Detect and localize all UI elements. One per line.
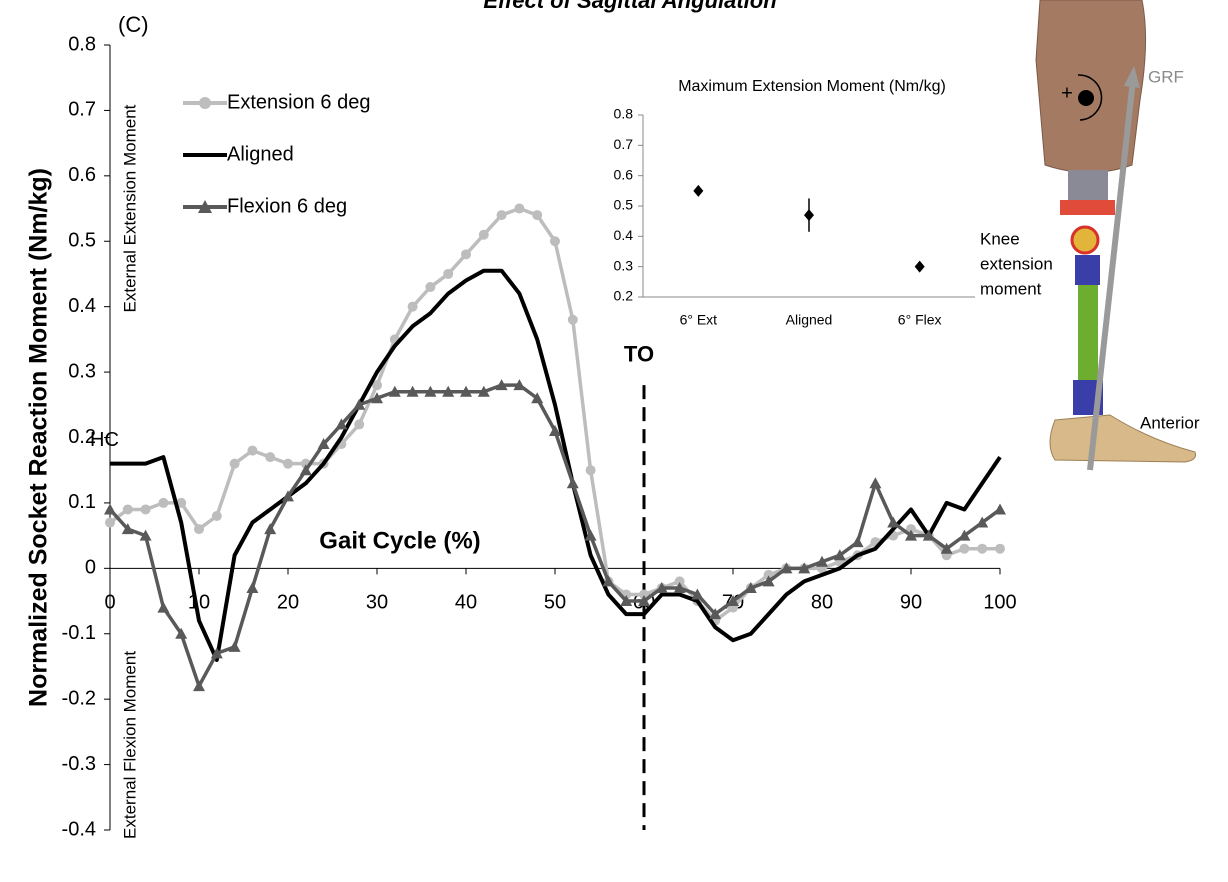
- y-tick-label: -0.4: [62, 818, 96, 840]
- inset-y-tick-label: 0.4: [614, 227, 634, 243]
- point: [246, 582, 258, 593]
- point: [567, 477, 579, 488]
- inset-x-tick-label: 6° Ext: [680, 312, 718, 328]
- y-note: External Flexion Moment: [120, 651, 139, 839]
- sign-label: +: [1061, 82, 1073, 104]
- point: [141, 504, 151, 514]
- point: [869, 477, 881, 488]
- clamp: [1060, 200, 1115, 215]
- point: [568, 315, 578, 325]
- inset-y-tick-label: 0.3: [614, 257, 634, 273]
- y-tick-label: 0.1: [68, 491, 96, 513]
- point: [959, 544, 969, 554]
- x-tick-label: 0: [104, 592, 115, 614]
- point: [443, 269, 453, 279]
- point: [105, 518, 115, 528]
- y-tick-label: 0.7: [68, 99, 96, 121]
- y-tick-label: 0.5: [68, 230, 96, 252]
- y-tick-label: 0: [85, 557, 96, 579]
- point: [461, 249, 471, 259]
- y-tick-label: -0.1: [62, 622, 96, 644]
- point: [977, 544, 987, 554]
- moment-label: moment: [980, 279, 1042, 298]
- moment-label: Knee: [980, 229, 1020, 248]
- y-note: External Extension Moment: [120, 104, 139, 312]
- y-tick-label: -0.2: [62, 687, 96, 709]
- point: [693, 185, 703, 197]
- inset-y-tick-label: 0.5: [614, 197, 634, 213]
- adapter: [1068, 170, 1108, 200]
- point: [104, 503, 116, 514]
- point: [212, 511, 222, 521]
- point: [229, 641, 241, 652]
- point: [852, 536, 864, 547]
- x-axis-label: Gait Cycle (%): [319, 527, 480, 554]
- inset-x-tick-label: Aligned: [786, 312, 833, 328]
- point: [354, 419, 364, 429]
- inset-title: Maximum Extension Moment (Nm/kg): [678, 78, 946, 95]
- panel-label: (C): [118, 12, 149, 37]
- point: [265, 452, 275, 462]
- point: [514, 204, 524, 214]
- x-tick-label: 40: [455, 592, 477, 614]
- inset-y-tick-label: 0.7: [614, 136, 634, 152]
- point: [804, 209, 814, 221]
- knee-center: [1078, 90, 1094, 106]
- legend-label: Aligned: [227, 143, 294, 165]
- point: [123, 504, 133, 514]
- point: [479, 230, 489, 240]
- point: [158, 498, 168, 508]
- chart-title: Effect of Sagittal Angulation: [483, 0, 776, 13]
- y-tick-label: 0.4: [68, 295, 96, 317]
- point: [194, 524, 204, 534]
- inset-x-tick-label: 6° Flex: [898, 312, 942, 328]
- point-label: HC: [90, 429, 119, 451]
- legend-marker: [199, 97, 211, 109]
- point: [994, 503, 1006, 514]
- x-tick-label: 90: [900, 592, 922, 614]
- chart: GRF + Knee extension moment Anterior Eff…: [0, 0, 1228, 882]
- x-tick-label: 50: [544, 592, 566, 614]
- point: [586, 465, 596, 475]
- moment-label: extension: [980, 254, 1053, 273]
- point: [425, 282, 435, 292]
- vline-label: TO: [624, 342, 654, 367]
- inset-y-tick-label: 0.8: [614, 106, 634, 122]
- prosthesis-illustration: GRF + Knee extension moment Anterior: [980, 0, 1200, 470]
- x-tick-label: 20: [277, 592, 299, 614]
- knee-joint: [1072, 227, 1098, 253]
- point: [157, 602, 169, 613]
- knee-body: [1075, 255, 1100, 285]
- point: [550, 236, 560, 246]
- point: [995, 544, 1005, 554]
- legend-label: Flexion 6 deg: [227, 195, 347, 217]
- series-line: [110, 209, 1000, 621]
- inset-y-tick-label: 0.2: [614, 288, 634, 304]
- inset-y-tick-label: 0.6: [614, 166, 634, 182]
- y-tick-label: 0.8: [68, 33, 96, 55]
- point: [497, 210, 507, 220]
- point: [532, 210, 542, 220]
- y-tick-label: 0.6: [68, 164, 96, 186]
- pylon: [1078, 285, 1098, 380]
- point: [283, 459, 293, 469]
- direction-label: Anterior: [1140, 413, 1200, 432]
- x-tick-label: 30: [366, 592, 388, 614]
- y-axis-label: Normalized Socket Reaction Moment (Nm/kg…: [25, 168, 53, 707]
- point: [230, 459, 240, 469]
- y-tick-label: 0.3: [68, 360, 96, 382]
- point: [247, 446, 257, 456]
- legend-label: Extension 6 deg: [227, 91, 370, 113]
- x-tick-label: 100: [983, 592, 1016, 614]
- y-tick-label: -0.3: [62, 753, 96, 775]
- force-label: GRF: [1148, 67, 1184, 86]
- x-tick-label: 80: [811, 592, 833, 614]
- point: [915, 261, 925, 273]
- point: [408, 302, 418, 312]
